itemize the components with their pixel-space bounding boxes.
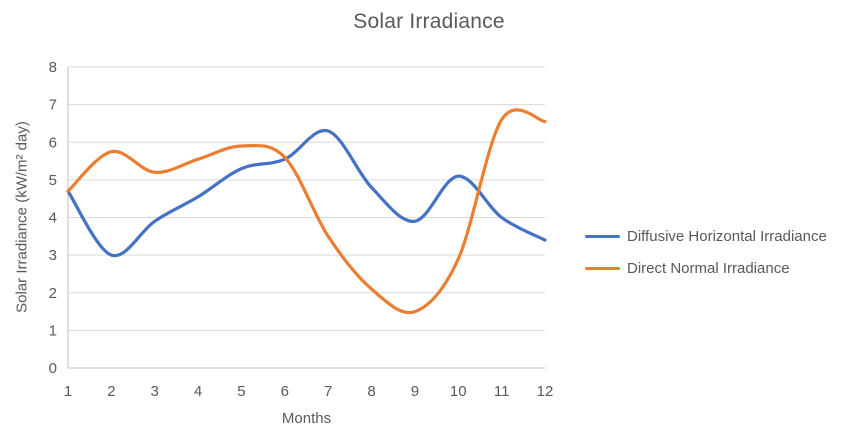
- legend: Diffusive Horizontal Irradiance Direct N…: [585, 220, 827, 284]
- y-tick-label-3: 3: [49, 247, 57, 264]
- y-tick-label-5: 5: [49, 172, 57, 189]
- chart-title: Solar Irradiance: [353, 10, 505, 33]
- x-tick-label-1: 1: [64, 383, 72, 400]
- x-tick-label-11: 11: [494, 383, 510, 400]
- series-line-diffusive-horizontal-irradiance: [66, 129, 547, 258]
- x-tick-label-3: 3: [151, 383, 159, 400]
- y-tick-label-2: 2: [49, 285, 57, 302]
- y-tick-label-4: 4: [49, 210, 57, 227]
- y-tick-label-0: 0: [49, 360, 57, 377]
- x-tick-label-5: 5: [237, 383, 245, 400]
- y-tick-label-8: 8: [49, 59, 57, 76]
- legend-item-diffusive-horizontal: Diffusive Horizontal Irradiance: [585, 220, 827, 252]
- x-tick-label-4: 4: [194, 383, 202, 400]
- legend-label-diffusive-horizontal: Diffusive Horizontal Irradiance: [627, 227, 827, 245]
- legend-line-swatch-diffusive-horizontal: [585, 234, 620, 238]
- series-line-direct-normal-irradiance: [66, 108, 547, 315]
- x-tick-label-10: 10: [450, 383, 467, 400]
- x-tick-label-8: 8: [367, 383, 375, 400]
- y-tick-label-1: 1: [49, 322, 57, 339]
- x-tick-label-2: 2: [107, 383, 115, 400]
- legend-item-direct-normal: Direct Normal Irradiance: [585, 252, 827, 284]
- legend-label-direct-normal: Direct Normal Irradiance: [627, 259, 790, 277]
- x-tick-label-9: 9: [411, 383, 419, 400]
- x-tick-label-6: 6: [281, 383, 289, 400]
- x-tick-label-7: 7: [324, 383, 332, 400]
- y-tick-label-6: 6: [49, 134, 57, 151]
- x-axis-title: Months: [281, 410, 332, 427]
- x-tick-label-12: 12: [537, 383, 554, 400]
- legend-line-swatch-direct-normal: [585, 266, 620, 270]
- y-tick-label-7: 7: [49, 97, 57, 114]
